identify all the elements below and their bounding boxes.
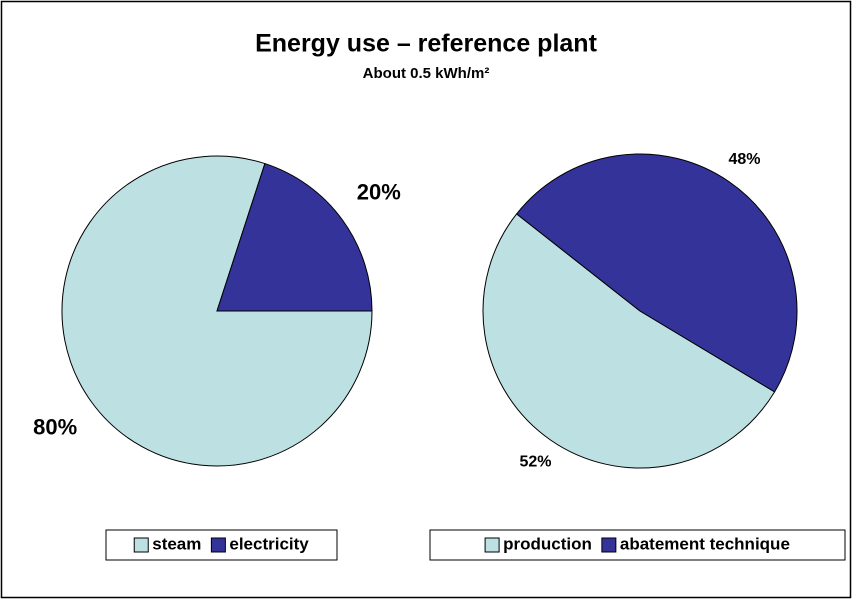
pie-slice: [515, 153, 798, 393]
chart-subtitle: About 0.5 kWh/m²: [363, 65, 490, 82]
legend-label: abatement technique: [620, 534, 790, 553]
slice-label: 80%: [33, 414, 77, 439]
legend-swatch: [133, 537, 149, 553]
pie-slice: [216, 162, 373, 312]
legend-swatch: [484, 537, 500, 553]
slice-label: 20%: [357, 179, 401, 204]
legend-swatch: [601, 537, 617, 553]
pie-slice: [482, 213, 776, 469]
pie-slice: [61, 155, 373, 467]
chart-title: Energy use – reference plant: [255, 30, 597, 58]
slice-label: 52%: [520, 454, 552, 471]
legend-label: electricity: [229, 534, 309, 553]
legend-swatch: [210, 537, 226, 553]
legend-label: production: [503, 534, 592, 553]
legend-label: steam: [152, 534, 201, 553]
slice-label: 48%: [728, 151, 760, 168]
